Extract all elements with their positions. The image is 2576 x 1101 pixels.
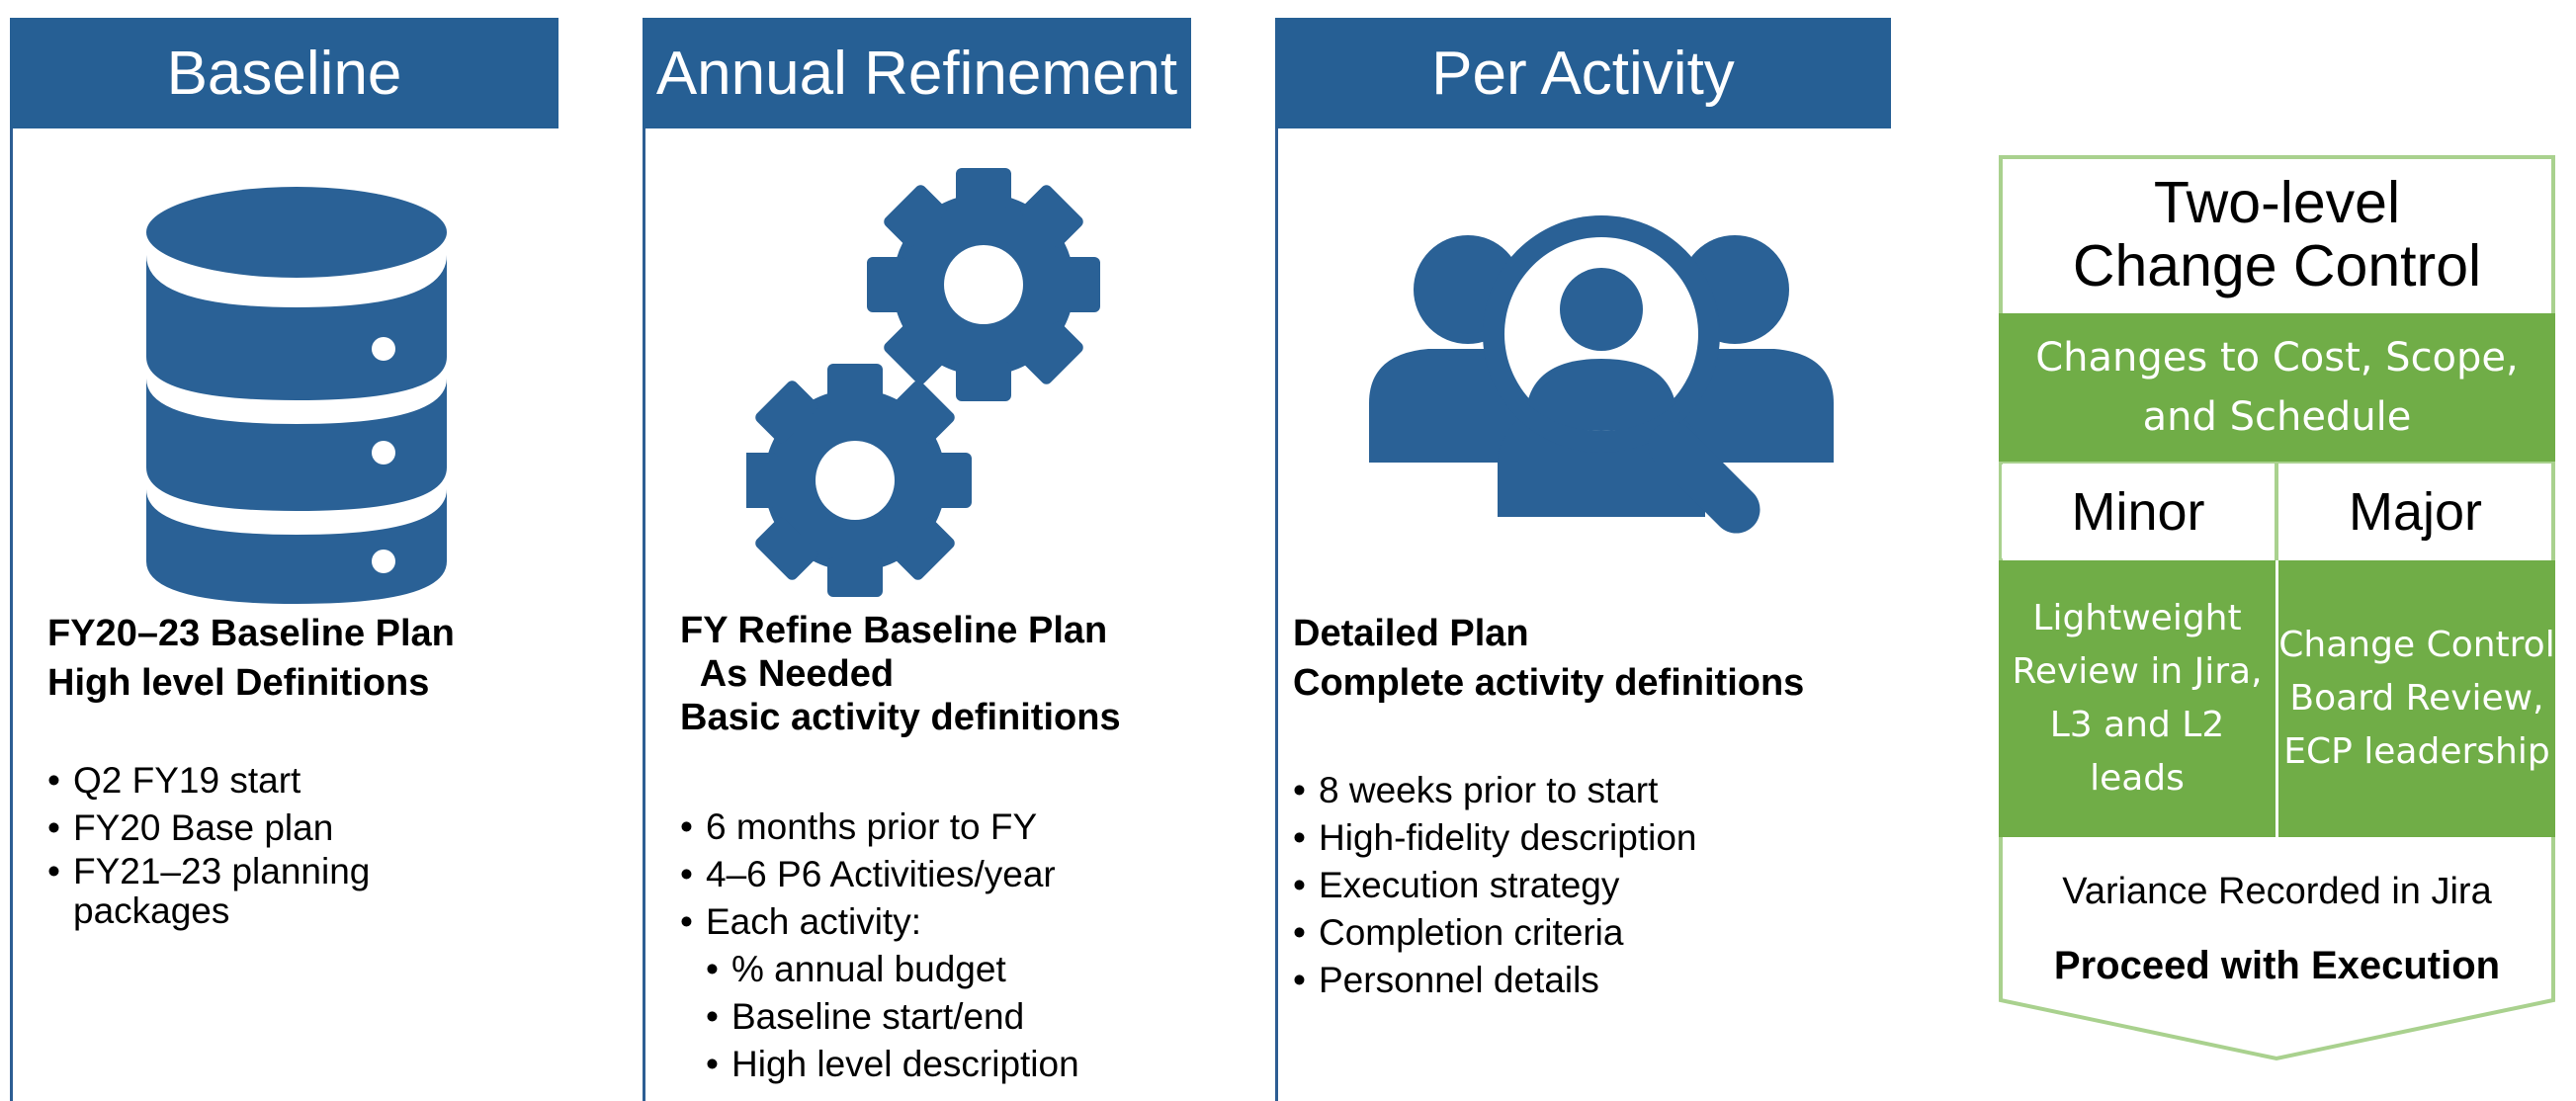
major-label: Major [2279, 465, 2551, 558]
title-line: Complete activity definitions [1293, 662, 1805, 704]
bullet-item: 8 weeks prior to start [1293, 767, 1697, 814]
baseline-column: Baseline FY20–23 Baseline Plan High leve… [10, 18, 558, 1101]
bullet-item: Each activity: [680, 898, 1079, 946]
column-left-border [1275, 18, 1278, 1101]
bullet-list: 6 months prior to FY 4–6 P6 Activities/y… [680, 804, 1079, 1088]
change-control-title: Two-level Change Control [1999, 155, 2555, 313]
minor-label: Minor [2002, 465, 2275, 558]
sub-bullet-item: Baseline start/end [680, 993, 1079, 1041]
people-search-icon [1369, 215, 1834, 534]
column-title: FY20–23 Baseline Plan High level Definit… [47, 609, 455, 708]
changes-box: Changes to Cost, Scope, and Schedule [1999, 313, 2555, 462]
column-header: Annual Refinement [643, 18, 1191, 128]
title-line: Detailed Plan [1293, 613, 1529, 654]
title-line: Two-level [2153, 170, 2401, 235]
bullet-item: Execution strategy [1293, 862, 1697, 909]
minor-review-box: Lightweight Review in Jira, L3 and L2 le… [1999, 560, 2275, 837]
database-icon [146, 187, 447, 604]
title-line: High level Definitions [47, 662, 430, 704]
bullet-item: 6 months prior to FY [680, 804, 1079, 851]
chevron-outline [1999, 155, 2555, 1061]
title-line: FY20–23 Baseline Plan [47, 613, 455, 654]
bullet-item: FY20 Base plan [47, 805, 370, 852]
proceed-text: Proceed with Execution [2053, 944, 2501, 987]
sub-bullet-item: % annual budget [680, 946, 1079, 993]
annual-refinement-column: Annual Refinement [643, 18, 1191, 1101]
column-left-border [10, 18, 13, 1101]
title-line: Change Control [2072, 233, 2482, 298]
bullet-item: Q2 FY19 start [47, 757, 370, 805]
variance-text: Variance Recorded in Jira [2062, 871, 2492, 912]
bullet-item: High-fidelity description [1293, 814, 1697, 862]
column-header: Per Activity [1275, 18, 1891, 128]
title-line: Basic activity definitions [680, 697, 1121, 738]
bullet-list: 8 weeks prior to start High-fidelity des… [1293, 767, 1697, 1004]
title-line: FY Refine Baseline Plan [680, 610, 1108, 651]
bullet-item: FY21–23 planning packages [47, 852, 370, 931]
bullet-item: 4–6 P6 Activities/year [680, 851, 1079, 898]
column-left-border [643, 18, 645, 1101]
change-control-panel: Two-level Change Control Changes to Cost… [1999, 155, 2555, 1064]
bullet-list: Q2 FY19 start FY20 Base plan FY21–23 pla… [47, 757, 370, 941]
column-title: Detailed Plan Complete activity definiti… [1293, 609, 1804, 708]
per-activity-column: Per Activity Detailed Plan Complete acti… [1275, 18, 1893, 1101]
gears-icon [746, 168, 1100, 597]
bullet-item: Personnel details [1293, 957, 1697, 1004]
column-title: FY Refine Baseline Plan As Needed Basic … [680, 609, 1121, 739]
column-header: Baseline [10, 18, 558, 128]
title-line: As Needed [680, 653, 895, 695]
major-review-box: Change Control Board Review, ECP leaders… [2278, 560, 2555, 837]
sub-bullet-item: High level description [680, 1041, 1079, 1088]
bullet-item: Completion criteria [1293, 909, 1697, 957]
